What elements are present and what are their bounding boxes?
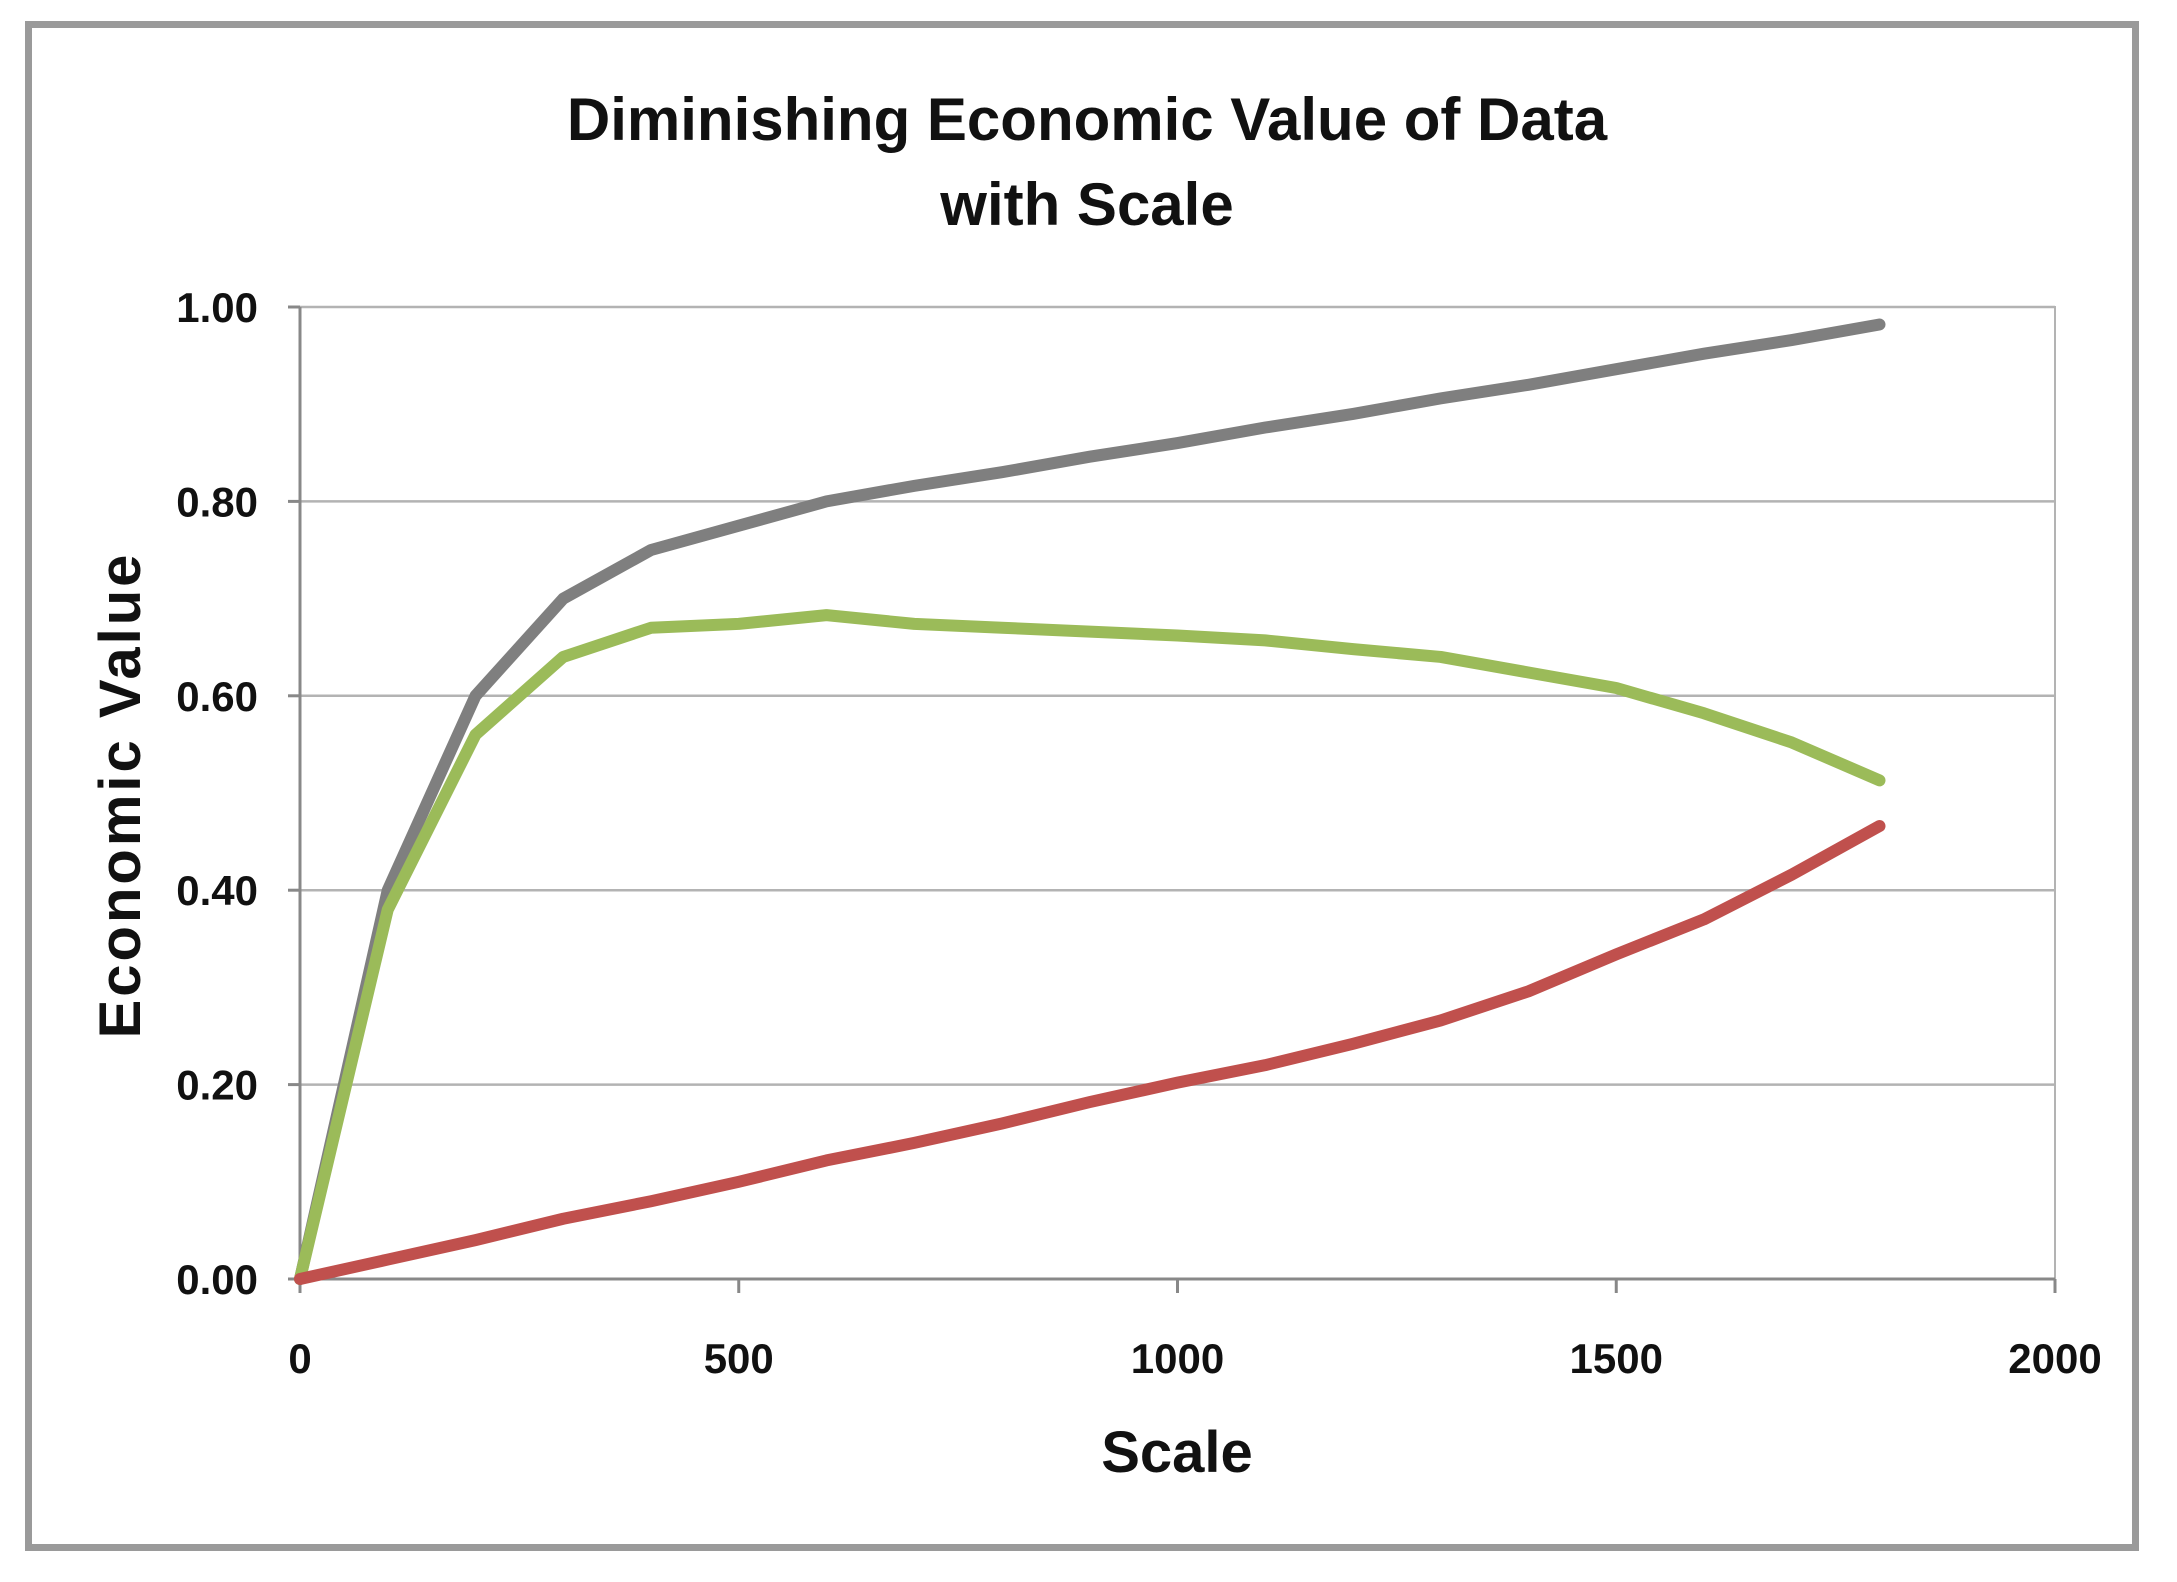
- y-tick-label-0: 0.00: [176, 1256, 258, 1303]
- x-tick-label-4: 2000: [2008, 1335, 2101, 1382]
- series-line-gray: [294, 318, 1886, 1285]
- x-tick-label-0: 0: [288, 1335, 311, 1382]
- series-lines: [294, 318, 1886, 1285]
- tick-labels: 0.00 0.20 0.40 0.60 0.80 1.00 0 500 1000 1500 2000: [176, 284, 2101, 1382]
- x-tick-label-2: 1000: [1131, 1335, 1224, 1382]
- x-tick-label-1: 500: [704, 1335, 774, 1382]
- y-tick-label-2: 0.40: [176, 867, 258, 914]
- series-line-red: [294, 820, 1886, 1285]
- y-tick-label-5: 1.00: [176, 284, 258, 331]
- chart-title-line-1: Diminishing Economic Value of Data: [567, 86, 1608, 153]
- plot-area-border: [299, 306, 2056, 1280]
- y-tick-label-1: 0.20: [176, 1062, 258, 1109]
- x-tick-label-3: 1500: [1570, 1335, 1663, 1382]
- x-axis-label: Scale: [1101, 1420, 1253, 1485]
- chart-title-line-2: with Scale: [939, 171, 1233, 238]
- chart-frame: [25, 21, 2139, 1551]
- y-tick-label-3: 0.60: [176, 673, 258, 720]
- y-tick-label-4: 0.80: [176, 478, 258, 525]
- y-axis-label: Economic Value: [88, 552, 153, 1039]
- axes: [288, 305, 2057, 1293]
- gridlines: [300, 305, 2055, 1086]
- series-line-green: [294, 609, 1886, 1285]
